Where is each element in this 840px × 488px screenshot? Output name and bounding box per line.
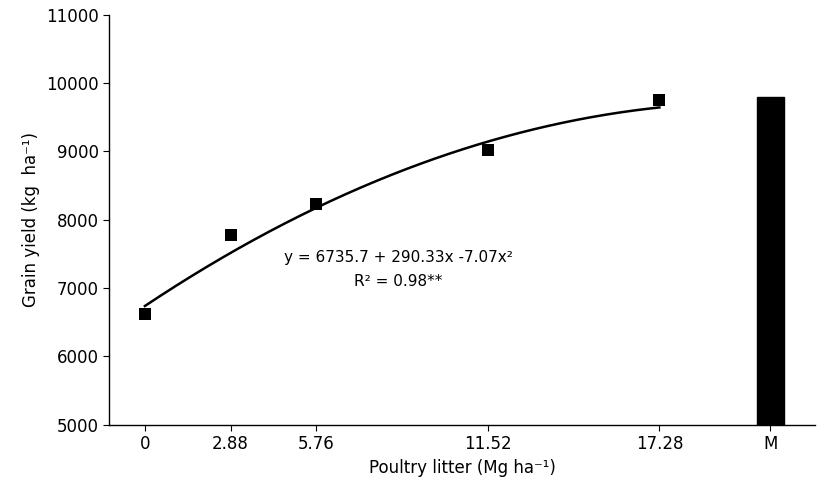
Point bbox=[310, 200, 323, 208]
Point bbox=[653, 96, 666, 104]
Text: y = 6735.7 + 290.33x -7.07x²: y = 6735.7 + 290.33x -7.07x² bbox=[284, 250, 512, 264]
Bar bbox=[757, 97, 784, 425]
Y-axis label: Grain yield (kg  ha⁻¹): Grain yield (kg ha⁻¹) bbox=[23, 132, 40, 307]
Point bbox=[224, 231, 238, 239]
Point bbox=[139, 310, 152, 318]
Text: R² = 0.98**: R² = 0.98** bbox=[354, 274, 442, 288]
Point bbox=[481, 146, 495, 154]
X-axis label: Poultry litter (Mg ha⁻¹): Poultry litter (Mg ha⁻¹) bbox=[369, 459, 555, 477]
